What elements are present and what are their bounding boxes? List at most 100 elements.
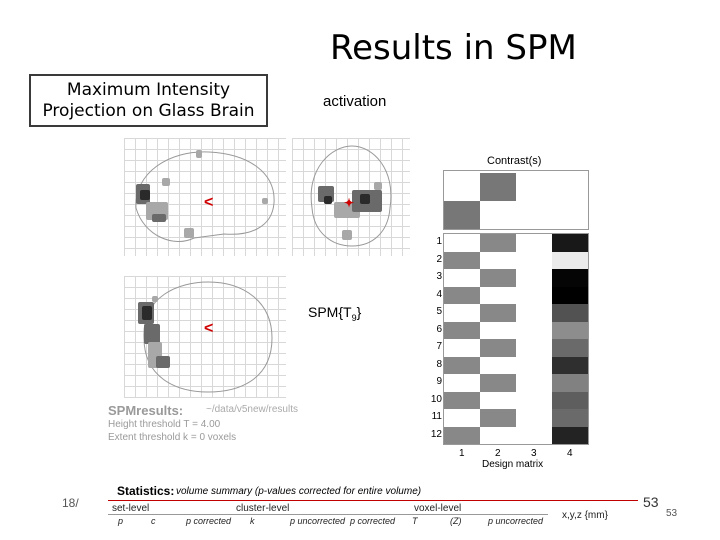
design-matrix-row-label: 6: [436, 323, 442, 335]
cursor-marker-icon: <: [204, 320, 214, 337]
height-threshold: Height threshold T = 4.00: [108, 419, 221, 430]
spm-results-title: SPMresults:: [108, 403, 184, 418]
statistics-column-header: p uncorrected: [290, 516, 346, 526]
cluster-level-header: cluster-level: [236, 503, 290, 514]
page-number: 53: [643, 494, 659, 510]
design-matrix-cell: [516, 409, 552, 427]
design-matrix-cell: [480, 234, 516, 252]
glass-brain-axial: <: [124, 276, 286, 398]
design-matrix-row-label: 12: [430, 428, 442, 440]
glass-brain-sagittal: <: [124, 138, 286, 256]
mip-label-box: Maximum Intensity Projection on Glass Br…: [29, 74, 268, 127]
cursor-marker-icon: <: [204, 194, 214, 211]
slide-number-left: 18/: [62, 496, 79, 510]
design-matrix-cell: [480, 391, 516, 409]
design-matrix-cell: [444, 409, 480, 427]
design-matrix-cell: [516, 356, 552, 374]
design-matrix-cell: [516, 269, 552, 287]
design-matrix-row-label: 1: [436, 236, 442, 247]
design-matrix-col-label: 2: [495, 448, 501, 459]
design-matrix-row-label: 9: [436, 376, 442, 387]
design-matrix-cell: [444, 374, 480, 392]
design-matrix-row-label: 2: [436, 253, 442, 265]
design-matrix: [443, 233, 589, 445]
statistics-divider: [108, 500, 638, 501]
design-matrix-cell: [552, 426, 588, 444]
design-matrix-cell: [516, 234, 552, 252]
design-matrix-cell: [444, 339, 480, 357]
set-level-header: set-level: [112, 503, 150, 514]
design-matrix-cell: [480, 251, 516, 269]
design-matrix-cell: [516, 251, 552, 269]
statistics-column-header: p corrected: [186, 516, 232, 526]
design-matrix-col-label: 1: [459, 448, 465, 459]
design-matrix-cell: [444, 391, 480, 409]
spm-t-label: SPM{T9}: [308, 304, 361, 323]
statistics-subdivider: [108, 514, 548, 515]
design-matrix-row-label: 5: [436, 306, 442, 317]
statistics-column-header: c: [151, 516, 156, 526]
design-matrix-cell: [480, 426, 516, 444]
cursor-marker-icon: ✦: [344, 196, 355, 210]
slide-title: Results in SPM: [330, 28, 577, 68]
design-matrix-cell: [552, 339, 588, 357]
design-matrix-cell: [480, 409, 516, 427]
activation-label: activation: [323, 93, 387, 110]
statistics-column-header: p corrected: [350, 516, 396, 526]
statistics-column-header: p uncorrected: [488, 516, 544, 526]
contrast-plot: [443, 170, 589, 230]
design-matrix-cell: [444, 251, 480, 269]
spm-t-subscript: 9: [351, 312, 357, 323]
design-matrix-cell: [444, 269, 480, 287]
design-matrix-row-label: 3: [436, 271, 442, 282]
design-matrix-cell: [552, 356, 588, 374]
design-matrix-cell: [552, 391, 588, 409]
design-matrix-title: Design matrix: [482, 459, 544, 470]
design-matrix-cell: [516, 374, 552, 392]
statistics-title: Statistics:: [117, 484, 175, 498]
extent-threshold: Extent threshold k = 0 voxels: [108, 432, 237, 443]
design-matrix-cell: [552, 234, 588, 252]
statistics-column-header: k: [250, 516, 255, 526]
statistics-column-header: T: [412, 516, 418, 526]
statistics-column-header: p: [118, 516, 124, 526]
spm-t-text: SPM{T: [308, 304, 352, 320]
design-matrix-cell: [552, 304, 588, 322]
design-matrix-cell: [516, 339, 552, 357]
design-matrix-cell: [552, 409, 588, 427]
design-matrix-cell: [516, 321, 552, 339]
design-matrix-cell: [444, 356, 480, 374]
design-matrix-col-label: 3: [531, 448, 537, 459]
spm-t-close: }: [356, 304, 362, 320]
design-matrix-cell: [444, 234, 480, 252]
design-matrix-row-label: 4: [436, 288, 442, 300]
design-matrix-cell: [480, 304, 516, 322]
design-matrix-row-label: 8: [436, 358, 442, 370]
design-matrix-cell: [444, 286, 480, 304]
design-matrix-cell: [516, 286, 552, 304]
design-matrix-cell: [480, 374, 516, 392]
design-matrix-cell: [552, 251, 588, 269]
design-matrix-cell: [552, 269, 588, 287]
contrast-bar: [480, 173, 516, 201]
design-matrix-cell: [552, 374, 588, 392]
design-matrix-cell: [480, 269, 516, 287]
design-matrix-cell: [444, 304, 480, 322]
design-matrix-cell: [444, 426, 480, 444]
design-matrix-cell: [552, 321, 588, 339]
page-number-small: 53: [666, 508, 678, 519]
design-matrix-row-label: 7: [436, 341, 442, 352]
coords-header: x,y,z {mm}: [562, 510, 608, 521]
design-matrix-cell: [480, 321, 516, 339]
design-matrix-cell: [516, 304, 552, 322]
statistics-column-header: (Z): [450, 516, 462, 526]
design-matrix-cell: [480, 286, 516, 304]
glass-brain-coronal: ✦: [292, 138, 410, 256]
design-matrix-cell: [444, 321, 480, 339]
spm-results-path: ~/data/v5new/results: [206, 404, 298, 415]
design-matrix-cell: [480, 339, 516, 357]
contrast-label: Contrast(s): [487, 155, 542, 167]
statistics-subtitle: volume summary (p-values corrected for e…: [176, 486, 422, 497]
design-matrix-cell: [516, 426, 552, 444]
design-matrix-cell: [516, 391, 552, 409]
